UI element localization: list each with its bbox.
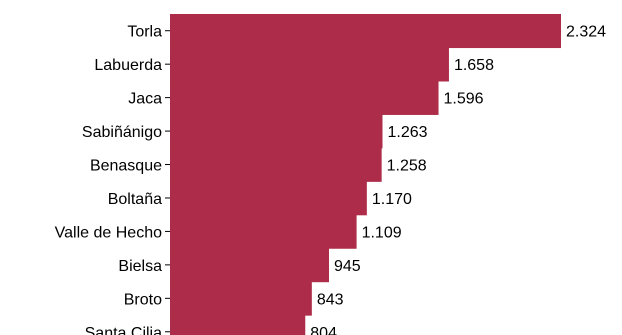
value-label: 1.596 [444,91,484,108]
bar-6 [170,214,357,249]
bar-8 [170,281,312,316]
category-label: Boltaña [108,191,162,208]
category-labels-group: Torla Labuerda Jaca Sabiñánigo Benasque Bolta… [55,24,162,335]
bar-5 [170,181,367,216]
value-label-background [563,19,610,47]
value-label: 1.258 [387,158,427,175]
value-label: 1.109 [362,224,402,241]
category-label: Santa Cilia [85,325,162,335]
value-label: 843 [317,291,344,308]
bar-1 [170,47,449,82]
value-label-background [307,320,340,335]
category-label: Torla [127,24,162,41]
bar-9 [170,315,306,335]
bar-4 [170,147,382,182]
value-label: 1.263 [387,124,427,141]
category-label: Broto [124,291,162,308]
bar-3 [170,114,383,149]
category-label: Benasque [90,158,162,175]
bars-group [170,14,561,335]
bar-7 [170,248,329,283]
value-label: 945 [334,258,361,275]
value-label-background [440,85,487,114]
tick-marks-group [165,30,170,333]
value-label: 1.658 [454,57,494,74]
value-label-background [384,119,431,147]
value-label-background [383,152,430,181]
bar-2 [170,80,439,115]
category-label: Valle de Hecho [55,224,162,241]
category-label: Labuerda [94,57,162,74]
value-label-background [313,286,347,315]
category-label: Bielsa [118,258,162,275]
value-label-background [450,52,497,80]
value-label: 1.170 [372,191,412,208]
value-label-background [368,186,415,214]
category-label: Sabiñánigo [82,124,162,141]
value-label: 2.324 [566,24,606,41]
value-label-background [358,219,405,248]
bar-0 [170,14,561,49]
value-label: 804 [310,325,337,335]
category-label: Jaca [128,91,162,108]
value-label-background [330,253,364,281]
